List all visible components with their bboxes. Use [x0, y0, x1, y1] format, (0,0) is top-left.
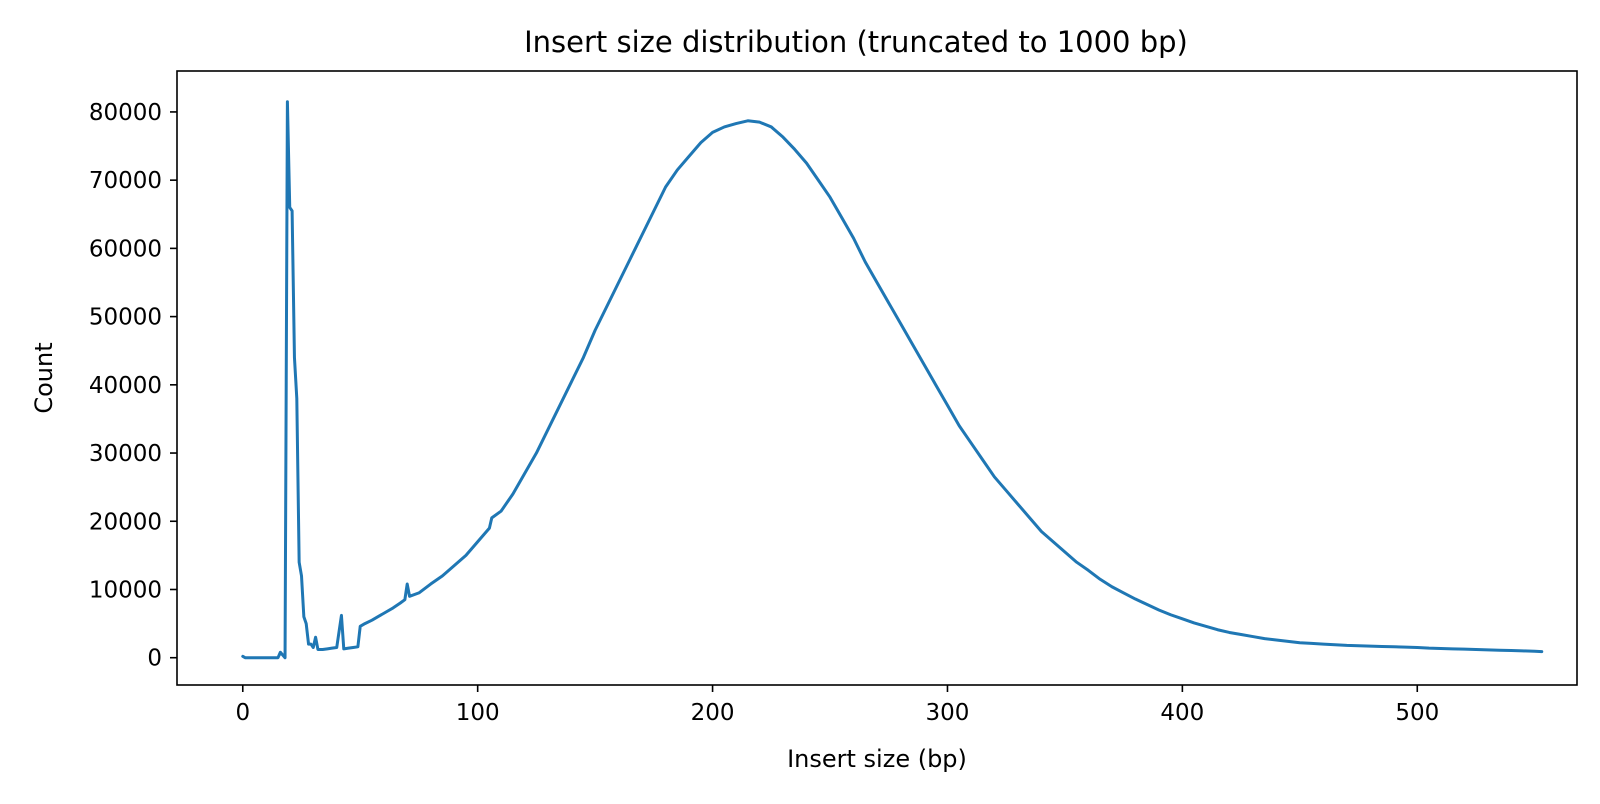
x-tick-label: 200 — [691, 700, 735, 726]
chart-title: Insert size distribution (truncated to 1… — [524, 25, 1188, 59]
x-tick-label: 300 — [926, 700, 970, 726]
y-tick-label: 0 — [147, 646, 162, 672]
y-tick-label: 30000 — [89, 441, 162, 467]
x-tick-label: 0 — [235, 700, 250, 726]
y-tick-label: 50000 — [89, 305, 162, 331]
x-tick-label: 500 — [1395, 700, 1439, 726]
x-tick-label: 100 — [456, 700, 500, 726]
y-tick-label: 20000 — [89, 509, 162, 535]
y-tick-label: 60000 — [89, 236, 162, 262]
y-tick-label: 10000 — [89, 577, 162, 603]
y-tick-label: 80000 — [89, 100, 162, 126]
y-tick-label: 70000 — [89, 168, 162, 194]
x-tick-label: 400 — [1160, 700, 1204, 726]
y-tick-label: 40000 — [89, 373, 162, 399]
y-axis-label: Count — [30, 342, 58, 413]
x-axis-label: Insert size (bp) — [787, 745, 967, 773]
